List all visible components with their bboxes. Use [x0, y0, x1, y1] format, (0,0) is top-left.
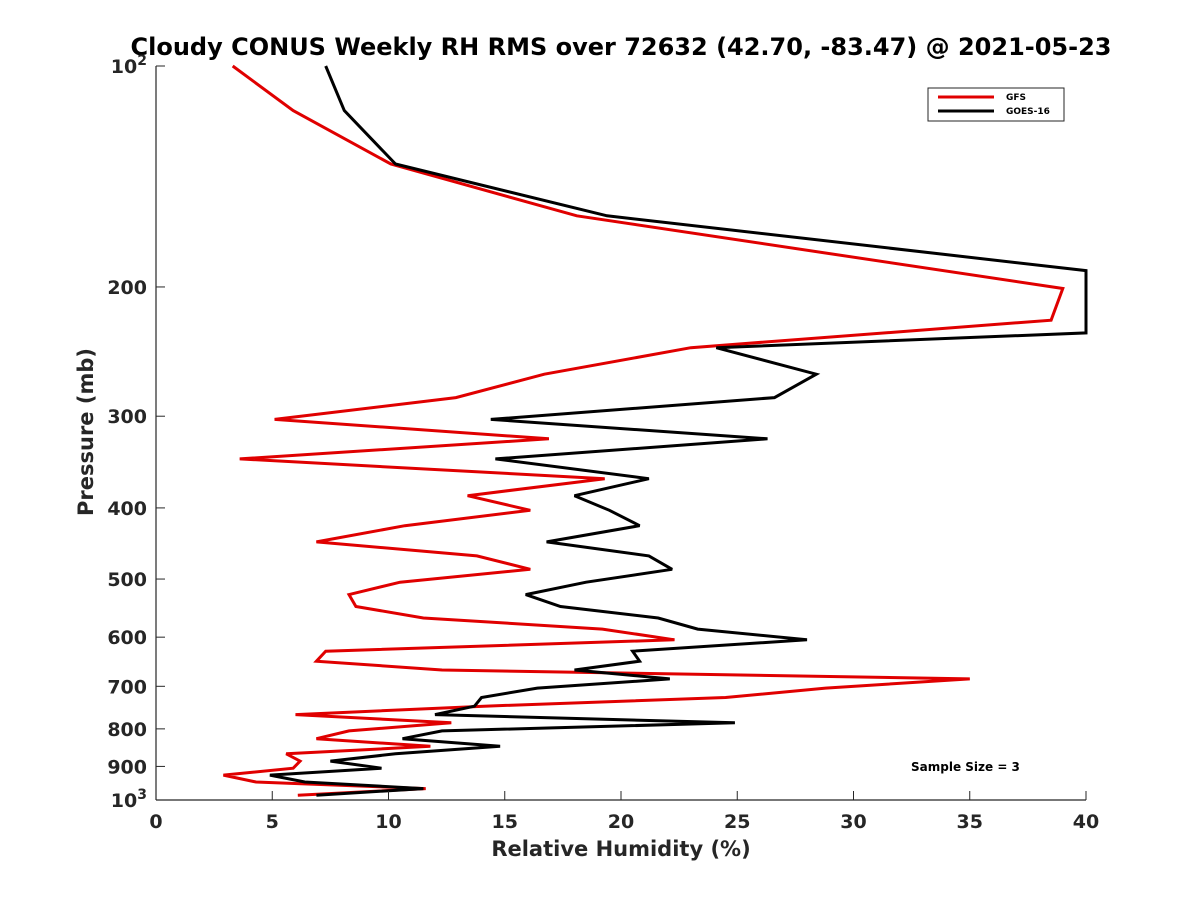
series-layer [223, 64, 1088, 797]
y-tick-label: 700 [107, 676, 147, 698]
y-axis-label: Pressure (mb) [74, 348, 98, 516]
x-tick-label: 35 [957, 811, 983, 833]
legend-box [927, 87, 1065, 122]
plot-background [156, 66, 1086, 800]
series-line-gfs [223, 64, 1065, 797]
y-tick-label: 200 [107, 277, 147, 299]
y-tick-label: 600 [107, 627, 147, 649]
legend-label: GOES-16 [1006, 107, 1050, 117]
x-tick-label: 20 [608, 811, 634, 833]
y-tick-label: 400 [107, 498, 147, 520]
y-tick-label: 900 [107, 756, 147, 778]
x-tick-label: 40 [1073, 811, 1099, 833]
x-tick-label: 10 [375, 811, 401, 833]
series-line-goes-16 [269, 65, 1088, 797]
x-tick-label: 25 [724, 811, 750, 833]
legend-label: GFS [1006, 93, 1026, 103]
chart-title: Cloudy CONUS Weekly RH RMS over 72632 (4… [131, 33, 1112, 61]
x-tick-label: 0 [149, 811, 162, 833]
x-axis-label: Relative Humidity (%) [491, 837, 750, 861]
x-tick-label: 5 [266, 811, 279, 833]
y-tick-label: 800 [107, 719, 147, 741]
axes-layer: 0 5 10 15 20 25 30 35 40102200300400500600700800… [107, 53, 1099, 833]
plot-area [156, 66, 1086, 800]
y-tick-label: 500 [107, 569, 147, 591]
y-tick-label: 300 [107, 406, 147, 428]
x-tick-label: 15 [492, 811, 518, 833]
sample-size-annotation: Sample Size = 3 [911, 760, 1020, 774]
x-tick-label: 30 [840, 811, 866, 833]
legend: GFS GOES-16 [927, 87, 1065, 122]
